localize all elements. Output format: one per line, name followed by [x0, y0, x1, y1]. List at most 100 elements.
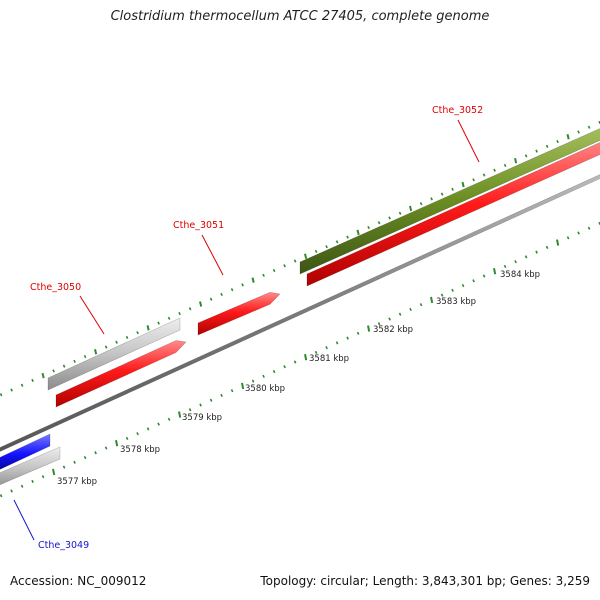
outer-tick	[566, 134, 570, 140]
inner-tick	[62, 465, 66, 469]
accession-label: Accession: NC_009012	[10, 574, 147, 588]
outer-tick	[199, 301, 203, 307]
scale-label: 3583 kbp	[436, 297, 476, 307]
outer-tick	[304, 253, 308, 259]
outer-tick	[419, 202, 423, 206]
outer-tick	[251, 277, 255, 283]
inner-tick	[325, 346, 328, 350]
inner-tick	[251, 379, 255, 383]
inner-tick	[283, 365, 286, 369]
outer-tick	[451, 187, 454, 191]
gene-tracks	[0, 128, 600, 486]
outer-tick	[440, 192, 444, 196]
inner-tick	[73, 460, 76, 464]
outer-tick	[220, 292, 223, 297]
outer-tick	[293, 259, 297, 263]
inner-tick	[272, 369, 276, 374]
inner-tick	[377, 322, 381, 326]
inner-tick	[199, 403, 202, 407]
inner-tick	[178, 411, 182, 418]
outer-tick	[104, 345, 108, 349]
genome-summary: Topology: circular; Length: 3,843,301 bp…	[260, 574, 590, 588]
inner-tick	[545, 245, 549, 249]
scale-label: 3584 kbp	[500, 270, 540, 280]
outer-tick	[325, 245, 328, 249]
inner-tick	[524, 255, 528, 259]
gene-bar-red-3050	[55, 340, 187, 408]
outer-tick	[157, 321, 160, 325]
inner-tick	[419, 303, 423, 307]
outer-tick	[545, 144, 549, 148]
inner-tick	[451, 288, 454, 292]
inner-tick	[188, 408, 192, 412]
inner-tick	[556, 239, 560, 246]
inner-tick	[241, 382, 245, 390]
inner-tick	[566, 236, 570, 240]
inner-tick	[209, 398, 213, 402]
outer-tick	[41, 372, 45, 379]
inner-tick	[20, 484, 24, 488]
outer-tick	[503, 163, 507, 168]
outer-tick	[493, 168, 496, 172]
outer-tick	[472, 178, 475, 182]
inner-tick	[440, 293, 444, 297]
inner-tick	[577, 231, 580, 235]
outer-tick	[398, 211, 402, 215]
inner-tick	[430, 296, 434, 304]
outer-tick	[587, 125, 591, 129]
outer-tick	[482, 173, 486, 177]
outer-tick	[524, 154, 528, 158]
outer-tick	[146, 325, 150, 331]
outer-tick	[409, 205, 413, 212]
outer-tick	[230, 288, 234, 292]
inner-tick	[136, 432, 139, 436]
inner-tick	[503, 264, 507, 269]
outer-tick	[188, 307, 192, 311]
outer-tick	[272, 268, 276, 273]
cthe-3050-label: Cthe_3050	[30, 282, 81, 293]
scale-label: 3579 kbp	[182, 413, 222, 423]
inner-tick	[230, 389, 234, 393]
tick-marks	[0, 120, 600, 498]
inner-tick	[10, 489, 13, 493]
gene-labels: Cthe_3049 Cthe_3050 Cthe_3051 Cthe_3052	[13, 105, 483, 551]
outer-tick	[377, 221, 381, 225]
outer-tick	[335, 240, 339, 244]
inner-tick	[125, 436, 129, 441]
cthe-3050-leader-line	[79, 295, 105, 335]
outer-tick	[0, 393, 3, 397]
inner-tick	[41, 475, 45, 479]
scale-label: 3581 kbp	[309, 354, 349, 364]
outer-tick	[83, 354, 87, 359]
inner-tick	[398, 312, 402, 316]
inner-tick	[31, 479, 34, 484]
cthe-3051-label: Cthe_3051	[173, 220, 224, 231]
outer-tick	[125, 335, 129, 340]
inner-tick	[587, 226, 591, 230]
inner-tick	[314, 350, 318, 355]
outer-tick	[514, 157, 518, 164]
outer-tick	[461, 181, 465, 188]
scale-label: 3577 kbp	[57, 477, 97, 487]
gene-bar-cthe-3050-grey	[47, 317, 181, 391]
outer-tick	[556, 139, 559, 144]
outer-tick	[167, 316, 171, 320]
cthe-3049-label: Cthe_3049	[38, 540, 89, 551]
cthe-3049-leader-line	[13, 499, 35, 541]
outer-tick	[241, 283, 244, 287]
inner-tick	[335, 341, 339, 345]
map-title: Clostridium thermocellum ATCC 27405, com…	[110, 9, 490, 24]
inner-tick	[83, 455, 87, 460]
outer-tick	[430, 197, 433, 201]
inner-tick	[535, 250, 538, 254]
inner-tick	[146, 427, 150, 431]
gene-bar-cthe-3049	[0, 433, 51, 470]
inner-tick	[52, 468, 56, 476]
outer-tick	[535, 149, 538, 153]
inner-tick	[346, 336, 349, 340]
inner-tick	[356, 331, 360, 335]
genome-backbone	[0, 174, 600, 452]
gene-bar-cthe-3051	[197, 291, 281, 336]
outer-tick	[577, 130, 580, 134]
